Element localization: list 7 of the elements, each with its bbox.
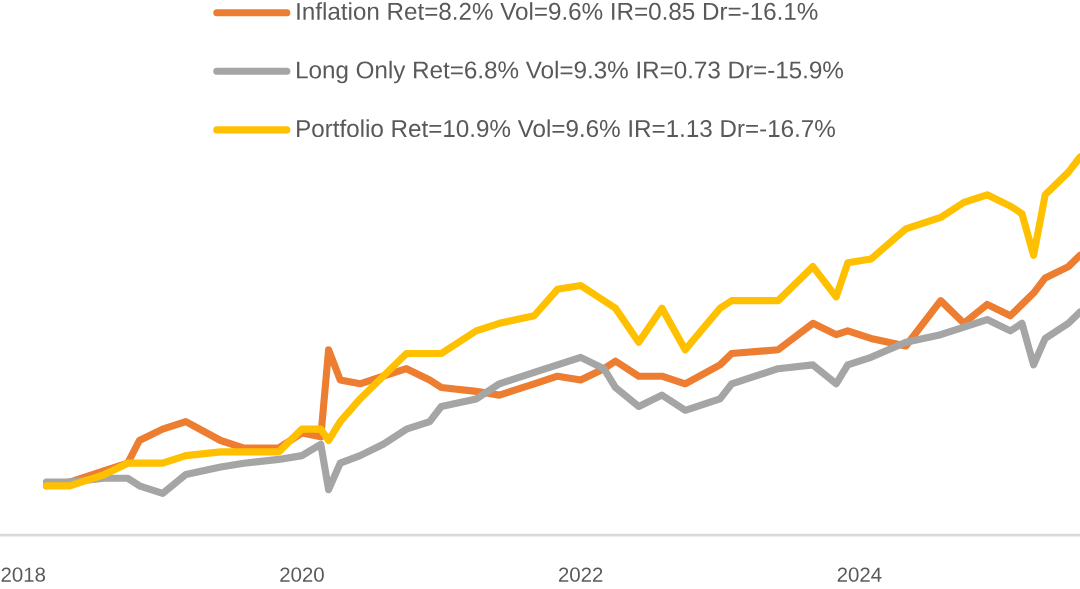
legend-label: Portfolio Ret=10.9% Vol=9.6% IR=1.13 Dr=-16.7%: [297, 119, 835, 138]
legend-label: Inflation Ret=8.2% Vol=9.6% IR=0.85 Dr=-16.1%: [297, 2, 818, 20]
legend-label: Long Only Ret=6.8% Vol=9.3% IR=0.73 Dr=-15.9%: [297, 60, 844, 84]
x-tick-label: 2020: [280, 567, 324, 582]
x-tick-label: 2018: [1, 567, 46, 582]
x-tick-label: 2024: [837, 567, 882, 582]
x-tick-label: 2022: [559, 567, 603, 582]
